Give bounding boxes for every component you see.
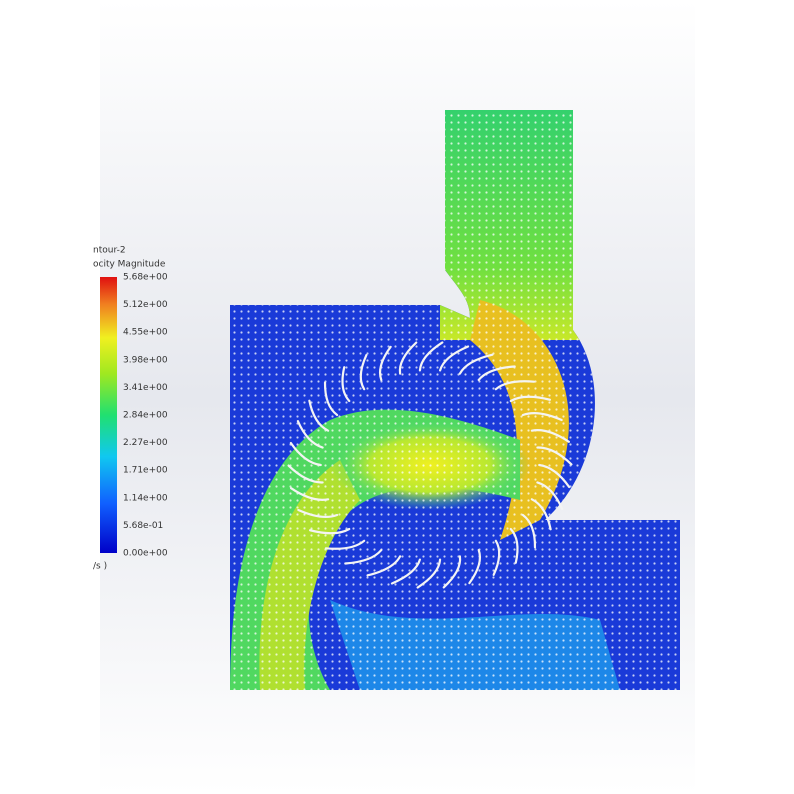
blade	[521, 412, 563, 422]
legend-unit: /s )	[93, 562, 107, 572]
blade	[359, 354, 368, 391]
color-bar-label: 5.68e+00	[123, 273, 168, 283]
blade	[341, 366, 351, 403]
blade	[530, 498, 552, 531]
blade	[538, 463, 571, 489]
legend-title: ntour-2	[93, 246, 126, 256]
blade	[509, 527, 519, 564]
color-bar-label: 5.68e-01	[123, 521, 163, 531]
blade	[287, 464, 324, 484]
blade	[398, 341, 418, 375]
blade	[416, 558, 442, 589]
color-bar	[100, 277, 117, 553]
color-bar-label: 2.84e+00	[123, 411, 168, 421]
blade	[438, 345, 470, 372]
blade	[366, 555, 402, 577]
blade	[289, 441, 322, 467]
blade	[296, 420, 324, 449]
color-bar-label: 2.27e+00	[123, 438, 168, 448]
blade	[521, 513, 537, 549]
blade	[378, 345, 392, 382]
blade	[418, 341, 444, 372]
color-bar-label: 4.55e+00	[123, 328, 168, 338]
blade	[308, 399, 330, 432]
blade	[289, 487, 330, 501]
blade	[477, 365, 516, 382]
rotor-blades	[287, 341, 573, 589]
legend-quantity: ocity Magnitude	[93, 260, 166, 270]
blade	[536, 481, 564, 510]
blade	[308, 527, 351, 535]
blade	[323, 381, 339, 417]
blade	[530, 429, 571, 443]
color-bar-label: 3.98e+00	[123, 355, 168, 365]
color-bar-label: 5.12e+00	[123, 300, 168, 310]
blade	[458, 353, 494, 375]
blade	[442, 555, 462, 589]
color-bar-label: 1.14e+00	[123, 493, 168, 503]
color-bar-label: 3.41e+00	[123, 383, 168, 393]
blade	[494, 380, 536, 391]
blade	[536, 446, 573, 466]
color-bar-label: 1.71e+00	[123, 466, 168, 476]
blade	[297, 508, 339, 518]
blade	[509, 395, 552, 403]
blade	[344, 548, 383, 565]
blade	[492, 539, 501, 576]
blade	[468, 548, 482, 585]
blade	[390, 558, 422, 585]
color-bar-label: 0.00e+00	[123, 549, 168, 559]
blade	[324, 539, 366, 550]
